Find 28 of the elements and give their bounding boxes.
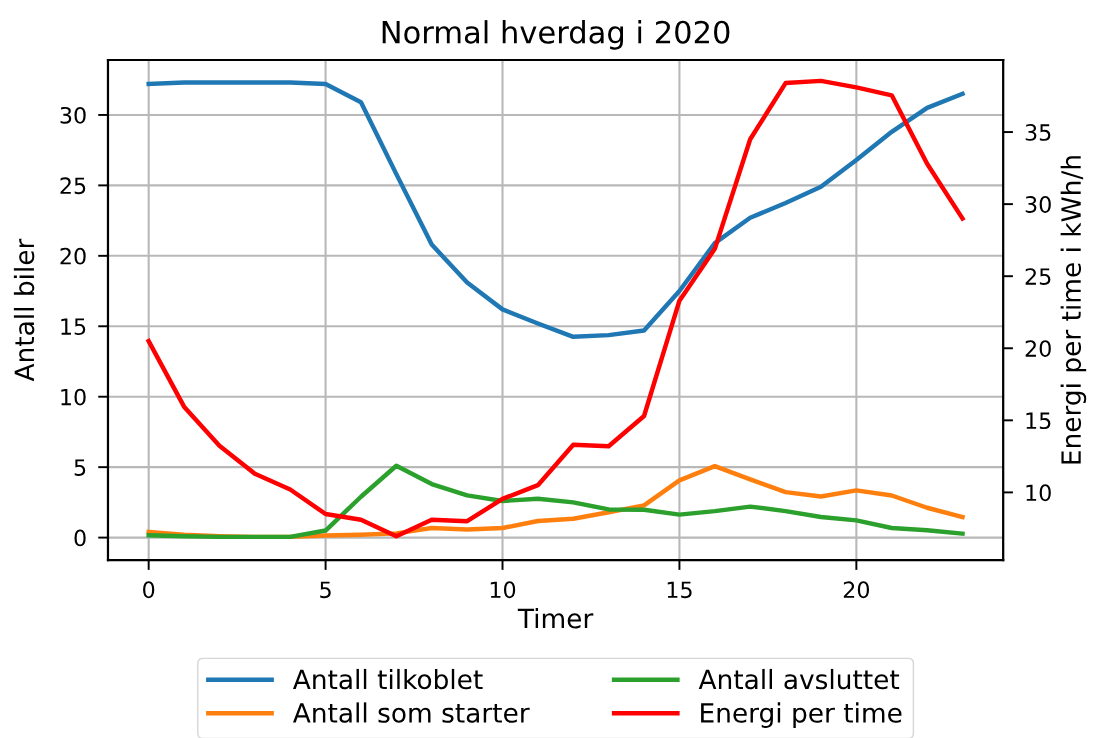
y2-tick-label: 30 xyxy=(1025,196,1051,213)
chart-title: Normal hverdag i 2020 xyxy=(382,20,730,50)
legend-label: Antall avsluttet xyxy=(698,668,900,690)
y2-tick-label: 35 xyxy=(1025,124,1051,141)
y-tick-label: 20 xyxy=(60,247,86,265)
y2-tick-label: 20 xyxy=(1025,340,1051,358)
y-axis-title: Antall biler xyxy=(13,238,35,382)
y2-tick-label: 25 xyxy=(1025,268,1051,285)
y-tick-label: 5 xyxy=(74,459,86,476)
line-series xyxy=(146,80,965,340)
x-tick-label: 20 xyxy=(843,581,870,599)
x-tick-label: 10 xyxy=(490,581,516,599)
y2-axis-title: Energi per time i kWh/h xyxy=(1060,156,1087,464)
y-tick-label: 25 xyxy=(60,177,86,195)
x-axis-title: Timer xyxy=(517,608,594,629)
y2-tick-label: 10 xyxy=(1026,484,1051,502)
legend-label: Energi per time xyxy=(701,702,902,728)
x-tick-label: 0 xyxy=(143,581,155,599)
legend-label: Antall tilkoblet xyxy=(292,668,483,690)
legend-label: Antall som starter xyxy=(292,702,530,723)
x-tick-label: 5 xyxy=(320,581,331,599)
x-tick-label: 15 xyxy=(667,581,692,599)
line-series xyxy=(146,78,965,539)
y-tick-label: 15 xyxy=(61,318,86,336)
y-tick-label: 0 xyxy=(74,529,86,547)
y-tick-label: 30 xyxy=(60,106,86,124)
y2-tick-label: 15 xyxy=(1026,412,1051,430)
y-tick-label: 10 xyxy=(61,388,86,406)
